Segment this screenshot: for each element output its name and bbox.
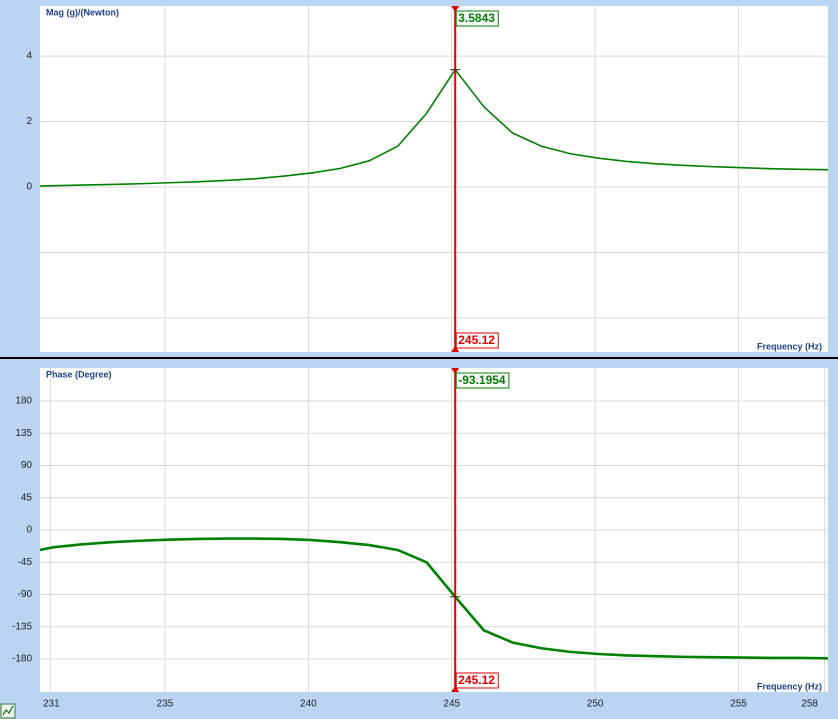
x-tick-label: 235 xyxy=(157,699,174,710)
y-tick-label: 135 xyxy=(15,428,32,439)
y-tick-label: 2 xyxy=(26,116,32,127)
app-icon xyxy=(0,703,16,719)
cursor-handle xyxy=(451,6,460,12)
y-tick-label: -135 xyxy=(12,621,32,632)
x-tick-label: 245 xyxy=(443,699,460,710)
cursor-value-box xyxy=(455,10,499,27)
data-line xyxy=(40,537,828,660)
y-tick-label: 0 xyxy=(26,525,32,536)
cursor-value: -93.1954 xyxy=(458,373,506,387)
x-tick-label: 240 xyxy=(300,699,317,710)
cursor-handle xyxy=(451,686,460,692)
cursor-frequency-box xyxy=(455,332,499,349)
series xyxy=(40,68,828,187)
x-tick-label: 250 xyxy=(587,699,604,710)
y-tick-label: -90 xyxy=(18,589,33,600)
cursor-frequency-box xyxy=(455,672,499,689)
y-tick-label: 180 xyxy=(15,396,32,407)
y-tick-label: 0 xyxy=(26,182,32,193)
x-tick-label: 255 xyxy=(730,699,747,710)
cursor-frequency: 245.12 xyxy=(458,673,495,687)
cursor-handle xyxy=(451,346,460,352)
y-tick-label: -45 xyxy=(18,557,33,568)
y-tick-label: 90 xyxy=(21,460,33,471)
series xyxy=(40,537,828,660)
y-axis-title: Mag (g)/(Newton) xyxy=(46,7,119,17)
cursor-frequency: 245.12 xyxy=(458,333,495,347)
y-tick-label: 4 xyxy=(26,51,32,62)
cursor-value: 3.5843 xyxy=(458,11,495,25)
cursor-value-box xyxy=(455,372,510,389)
data-line xyxy=(40,68,828,187)
y-axis-title: Phase (Degree) xyxy=(46,369,112,379)
y-tick-label: 45 xyxy=(21,492,33,503)
x-tick-label: 258 xyxy=(801,699,818,710)
x-axis-title: Frequency (Hz) xyxy=(757,341,822,351)
x-tick-label: 231 xyxy=(43,699,60,710)
x-axis-title: Frequency (Hz) xyxy=(757,681,822,691)
y-tick-label: -180 xyxy=(12,654,32,665)
cursor-handle xyxy=(451,368,460,374)
plot-area xyxy=(40,6,828,352)
